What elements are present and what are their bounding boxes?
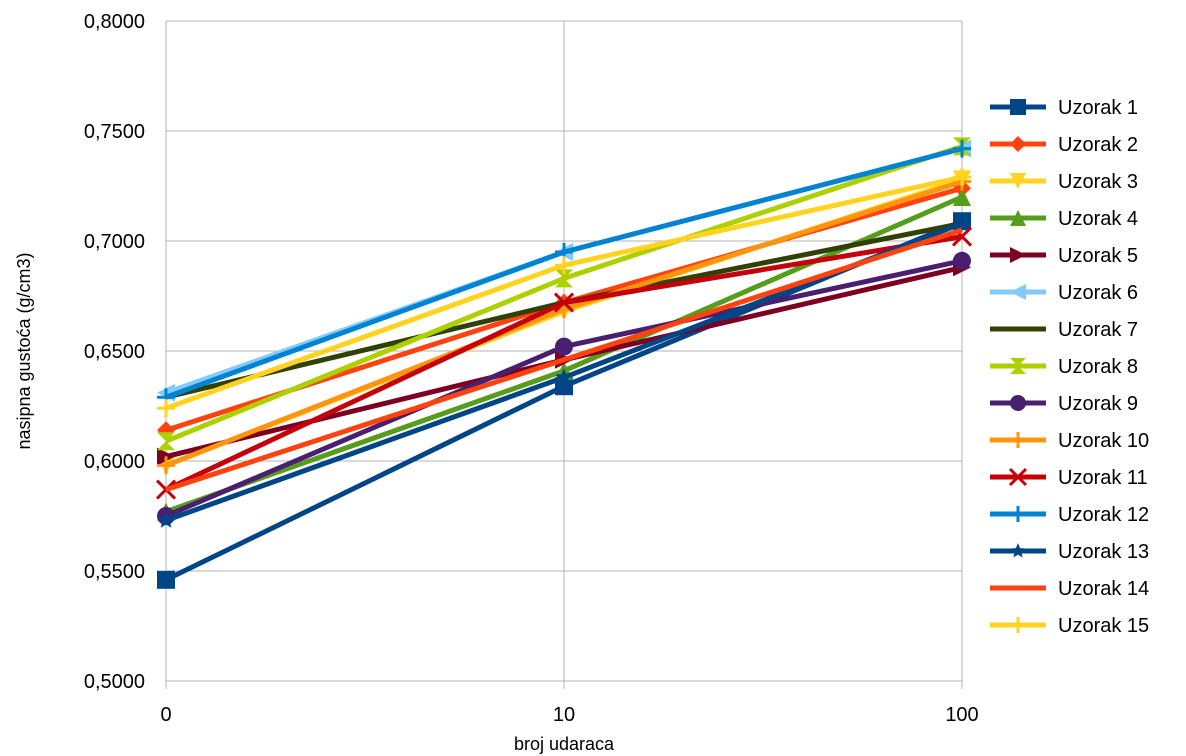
legend-label: Uzorak 1 bbox=[1058, 97, 1138, 119]
legend-item: Uzorak 14 bbox=[990, 578, 1149, 600]
legend-item: Uzorak 5 bbox=[990, 245, 1138, 267]
x-axis-title: broj udaraca bbox=[514, 734, 615, 754]
series-lines bbox=[155, 137, 973, 589]
legend-label: Uzorak 4 bbox=[1058, 208, 1138, 230]
data-point bbox=[555, 256, 573, 275]
data-point bbox=[1010, 543, 1026, 558]
legend: Uzorak 1 Uzorak 2 Uzorak 3 Uzorak 4 Uzorak 5… bbox=[990, 97, 1149, 637]
legend-label: Uzorak 9 bbox=[1058, 393, 1138, 415]
data-point bbox=[1008, 467, 1028, 487]
data-point bbox=[555, 337, 573, 356]
data-point bbox=[1010, 358, 1026, 374]
series-line bbox=[165, 227, 963, 492]
data-point bbox=[953, 251, 971, 270]
data-point bbox=[953, 188, 971, 206]
data-point bbox=[157, 456, 175, 475]
legend-label: Uzorak 5 bbox=[1058, 245, 1138, 267]
data-point bbox=[1010, 136, 1026, 152]
data-point bbox=[1010, 432, 1026, 448]
data-point bbox=[1010, 617, 1026, 633]
data-point bbox=[1010, 506, 1026, 522]
legend-item: Uzorak 9 bbox=[990, 393, 1138, 415]
data-point bbox=[1010, 210, 1026, 226]
legend-item: Uzorak 3 bbox=[990, 171, 1138, 193]
data-point bbox=[555, 368, 573, 385]
data-point bbox=[1010, 321, 1026, 337]
y-axis-title: nasipna gustoća (g/cm3) bbox=[14, 252, 34, 449]
y-tick-labels: 0,5000 0,5500 0,6000 0,6500 0,7000 0,7500 0,80… bbox=[84, 11, 145, 693]
legend-label: Uzorak 2 bbox=[1058, 134, 1138, 156]
data-point bbox=[953, 139, 971, 158]
data-point bbox=[157, 570, 175, 589]
data-point bbox=[553, 292, 575, 313]
legend-label: Uzorak 8 bbox=[1058, 356, 1138, 378]
data-point bbox=[157, 432, 175, 451]
y-tick-label: 0,6000 bbox=[84, 451, 145, 473]
data-point bbox=[1010, 173, 1026, 189]
legend-item: Uzorak 10 bbox=[990, 430, 1149, 452]
series-uzorak-14 bbox=[165, 227, 963, 492]
x-tick-label: 0 bbox=[160, 704, 171, 726]
legend-item: Uzorak 8 bbox=[990, 356, 1138, 378]
y-tick-label: 0,7500 bbox=[84, 121, 145, 143]
legend-label: Uzorak 10 bbox=[1058, 430, 1149, 452]
legend-item: Uzorak 12 bbox=[990, 504, 1149, 526]
legend-item: Uzorak 15 bbox=[990, 615, 1149, 637]
legend-item: Uzorak 4 bbox=[990, 208, 1138, 230]
legend-item: Uzorak 2 bbox=[990, 134, 1138, 156]
legend-label: Uzorak 3 bbox=[1058, 171, 1138, 193]
series-uzorak-15 bbox=[157, 168, 971, 418]
legend-label: Uzorak 6 bbox=[1058, 282, 1138, 304]
legend-label: Uzorak 15 bbox=[1058, 615, 1149, 637]
legend-label: Uzorak 7 bbox=[1058, 319, 1138, 341]
x-tick-labels: 0 10 100 bbox=[160, 704, 978, 726]
legend-item: Uzorak 7 bbox=[990, 319, 1138, 341]
data-point bbox=[555, 269, 573, 288]
y-tick-label: 0,6500 bbox=[84, 341, 145, 363]
data-point bbox=[953, 168, 971, 187]
legend-label: Uzorak 12 bbox=[1058, 504, 1149, 526]
series-uzorak-12 bbox=[157, 139, 971, 407]
data-point bbox=[1010, 99, 1026, 115]
data-point bbox=[157, 511, 175, 528]
legend-label: Uzorak 11 bbox=[1058, 467, 1148, 489]
data-point bbox=[953, 214, 971, 231]
y-tick-label: 0,5000 bbox=[84, 671, 145, 693]
legend-item: Uzorak 13 bbox=[990, 541, 1149, 563]
y-tick-label: 0,7000 bbox=[84, 231, 145, 253]
x-tick-label: 100 bbox=[945, 704, 978, 726]
y-tick-label: 0,5500 bbox=[84, 561, 145, 583]
legend-label: Uzorak 14 bbox=[1058, 578, 1149, 600]
legend-item: Uzorak 1 bbox=[990, 97, 1138, 119]
data-point bbox=[1010, 395, 1026, 411]
x-tick-label: 10 bbox=[553, 704, 575, 726]
legend-label: Uzorak 13 bbox=[1058, 541, 1149, 563]
y-tick-label: 0,8000 bbox=[84, 11, 145, 33]
data-point bbox=[157, 399, 175, 418]
data-point bbox=[1010, 247, 1026, 263]
legend-item: Uzorak 6 bbox=[990, 282, 1138, 304]
data-point bbox=[1010, 284, 1026, 300]
series-line bbox=[165, 144, 963, 444]
legend-item: Uzorak 11 bbox=[990, 467, 1148, 489]
